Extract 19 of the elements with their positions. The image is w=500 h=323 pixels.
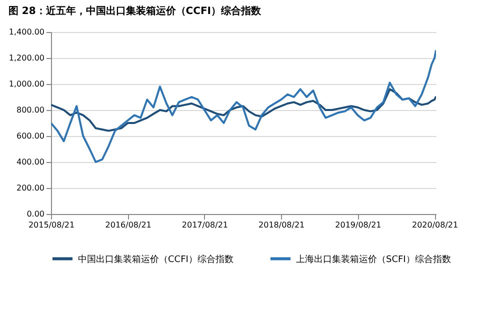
line-series — [51, 49, 436, 163]
y-tick-label: 1,000.00 — [8, 80, 44, 88]
x-tick-label: 2017/08/21 — [182, 220, 228, 230]
y-tick-label: 200.00 — [16, 184, 44, 192]
y-tick-label: 600.00 — [16, 132, 44, 140]
x-tick-label: 2015/08/21 — [28, 220, 75, 230]
x-tick-label: 2016/08/21 — [105, 220, 152, 230]
x-tick-label: 2019/08/21 — [335, 220, 382, 230]
legend-label: 上海出口集装箱运价（SCFI）综合指数 — [296, 254, 451, 265]
y-tick-label: 1,200.00 — [8, 54, 44, 62]
legend-label: 中国出口集装箱运价（CCFI）综合指数 — [78, 254, 234, 265]
y-tick-label: 0.00 — [26, 210, 44, 218]
x-tick-label: 2018/08/21 — [258, 220, 305, 230]
y-tick-label: 400.00 — [16, 158, 44, 166]
line-series — [51, 88, 436, 132]
y-tick-label: 1,400.00 — [8, 28, 44, 36]
chart-title: 图 28：近五年，中国出口集装箱运价（CCFI）综合指数 — [8, 5, 262, 17]
x-tick-label: 2020/08/21 — [412, 220, 458, 230]
y-tick-label: 800.00 — [16, 106, 44, 114]
